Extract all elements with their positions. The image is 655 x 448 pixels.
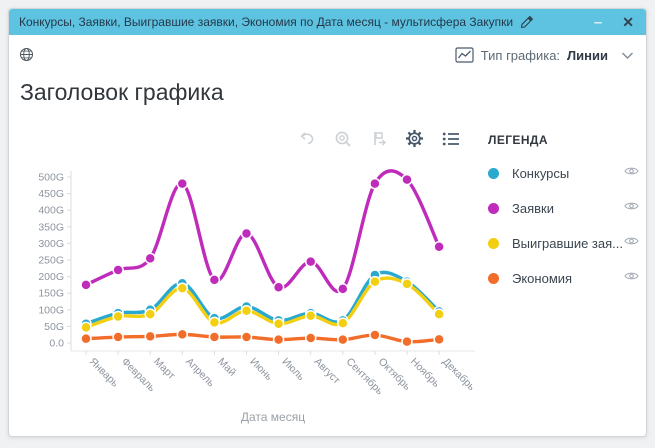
pencil-icon xyxy=(521,15,534,28)
svg-text:Декабрь: Декабрь xyxy=(440,356,478,394)
multisphere-globe-icon[interactable] xyxy=(19,47,34,67)
list-menu-icon[interactable] xyxy=(441,129,460,148)
legend-item-label: Экономия xyxy=(512,270,573,286)
eye-visibility-icon[interactable] xyxy=(624,269,640,287)
line-chart[interactable]: 0.0 50G 100G 150G 200G 250G 300G 350G 400G 450G 50… xyxy=(29,159,489,431)
legend-item-konkursy[interactable]: Конкурсы xyxy=(488,164,640,182)
eye-visibility-icon[interactable] xyxy=(624,199,640,217)
legend-item-zayavki[interactable]: Заявки xyxy=(488,199,640,217)
svg-text:Ноябрь: Ноябрь xyxy=(408,356,443,391)
svg-text:300G: 300G xyxy=(38,238,64,250)
svg-text:150G: 150G xyxy=(38,288,64,300)
svg-text:400G: 400G xyxy=(38,205,64,217)
window-title: Конкурсы, Заявки, Выигравшие заявки, Эко… xyxy=(19,15,514,29)
chart-heading: Заголовок графика xyxy=(20,79,224,105)
svg-text:Январь: Январь xyxy=(87,356,121,390)
svg-text:Июль: Июль xyxy=(279,356,307,384)
legend-panel: ЛЕГЕНДА Конкурсы Заявки Выигравшие зая..… xyxy=(488,133,640,287)
legend-title: ЛЕГЕНДА xyxy=(488,133,548,147)
svg-text:200G: 200G xyxy=(38,271,64,283)
series-color-dot xyxy=(488,272,499,284)
chart-toolbar xyxy=(297,129,460,148)
svg-text:450G: 450G xyxy=(38,188,64,200)
svg-text:0.0: 0.0 xyxy=(49,338,64,350)
eye-visibility-icon[interactable] xyxy=(624,164,640,182)
svg-text:50G: 50G xyxy=(44,321,64,333)
legend-item-label: Заявки xyxy=(512,200,554,216)
undo-icon[interactable] xyxy=(297,129,316,148)
chart-window: Конкурсы, Заявки, Выигравшие заявки, Эко… xyxy=(8,8,647,437)
legend-item-ekonomiya[interactable]: Экономия xyxy=(488,269,640,287)
zoom-magnifier-icon[interactable] xyxy=(333,129,352,148)
legend-item-label: Выигравшие зая... xyxy=(512,235,623,251)
series-color-dot xyxy=(488,167,499,179)
series-color-dot xyxy=(488,202,499,214)
svg-text:Дата месяц: Дата месяц xyxy=(241,410,305,424)
edit-title-button[interactable] xyxy=(520,15,534,29)
svg-text:100G: 100G xyxy=(38,304,64,316)
chart-type-label: Тип графика: xyxy=(480,47,561,63)
gear-settings-icon[interactable] xyxy=(405,129,424,148)
series-color-dot xyxy=(488,237,499,249)
svg-text:250G: 250G xyxy=(38,255,64,267)
svg-text:Июнь: Июнь xyxy=(247,356,275,384)
chart-type-value: Линии xyxy=(567,47,608,63)
svg-text:Апрель: Апрель xyxy=(183,356,217,390)
svg-text:Август: Август xyxy=(312,356,343,387)
legend-item-vyigravshie[interactable]: Выигравшие зая... xyxy=(488,234,640,252)
drill-flag-icon[interactable] xyxy=(369,129,388,148)
close-button[interactable]: ✕ xyxy=(622,13,634,30)
svg-text:500G: 500G xyxy=(38,172,64,184)
svg-text:Февраль: Февраль xyxy=(119,356,158,395)
chart-type-dropdown[interactable]: Тип графика: Линии xyxy=(455,47,634,63)
legend-item-label: Конкурсы xyxy=(512,165,570,181)
window-titlebar[interactable]: Конкурсы, Заявки, Выигравшие заявки, Эко… xyxy=(9,9,646,35)
svg-text:Март: Март xyxy=(151,356,177,382)
svg-text:Май: Май xyxy=(215,356,238,379)
eye-visibility-icon[interactable] xyxy=(624,234,640,252)
line-chart-icon xyxy=(455,47,474,63)
chevron-down-icon xyxy=(622,52,633,59)
chart-svg: 0.0 50G 100G 150G 200G 250G 300G 350G 400G 450G 50… xyxy=(38,169,478,424)
minimize-button[interactable]: – xyxy=(593,13,603,31)
svg-text:350G: 350G xyxy=(38,221,64,233)
